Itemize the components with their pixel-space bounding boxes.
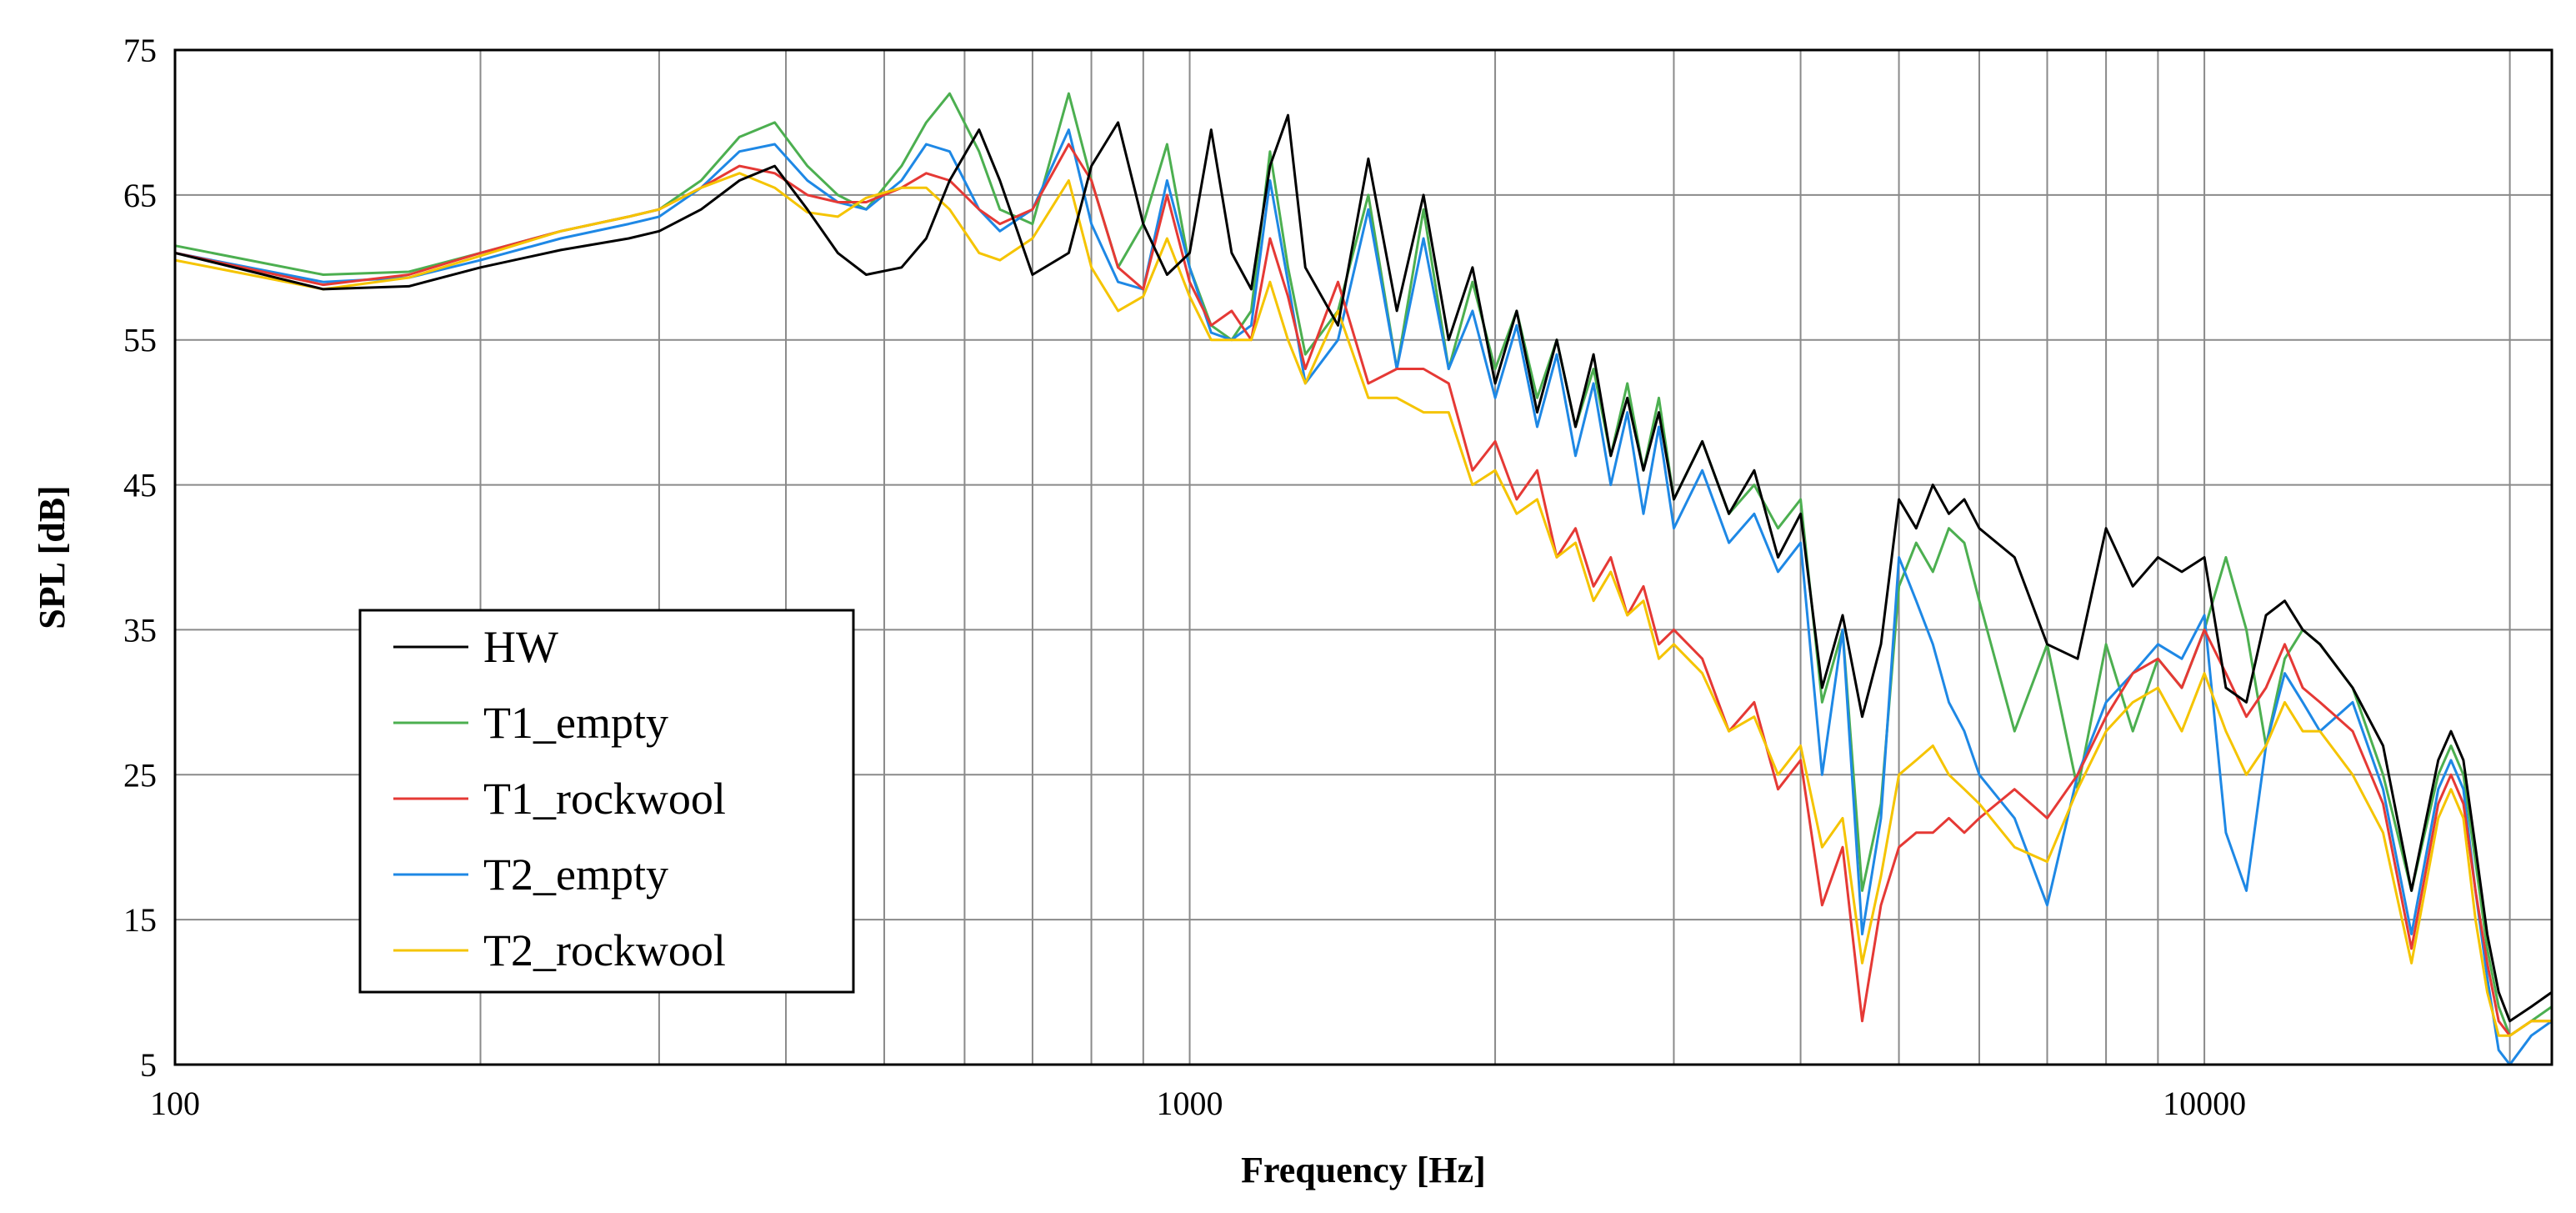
legend-label: T2_empty: [483, 850, 668, 900]
plot-area-frame: [173, 48, 2553, 1066]
legend-label: T1_rockwool: [483, 774, 726, 824]
x-axis-title: Frequency [Hz]: [1241, 1150, 1486, 1190]
y-tick-label: 15: [123, 901, 157, 939]
series-lines: [174, 92, 2553, 1066]
y-tick-label: 35: [123, 611, 157, 649]
legend-label: T2_rockwool: [483, 925, 726, 975]
series-line-t2-empty: [174, 128, 2553, 1066]
legend-label: HW: [483, 622, 558, 672]
legend-label: T1_empty: [483, 698, 668, 748]
y-tick-label: 55: [123, 322, 157, 359]
series-line-hw: [174, 113, 2553, 1023]
y-tick-label: 25: [123, 756, 157, 794]
legend-box: [358, 609, 855, 994]
x-tick-label: 10000: [2163, 1085, 2246, 1122]
y-tick-label: 5: [140, 1046, 157, 1084]
legend: HW T1_empty T1_rockwool T2_empty T2_rockwool: [358, 609, 855, 994]
y-axis-ticks: 5 15 25 35 45 55 65 75: [123, 32, 157, 1084]
y-tick-label: 45: [123, 467, 157, 504]
y-tick-label: 65: [123, 177, 157, 214]
y-tick-label: 75: [123, 32, 157, 69]
x-axis-ticks: 100 1000 10000: [150, 1085, 2246, 1122]
x-tick-label: 100: [150, 1085, 200, 1122]
y-axis-title: SPL [dB]: [32, 485, 73, 629]
x-tick-label: 1000: [1157, 1085, 1223, 1122]
